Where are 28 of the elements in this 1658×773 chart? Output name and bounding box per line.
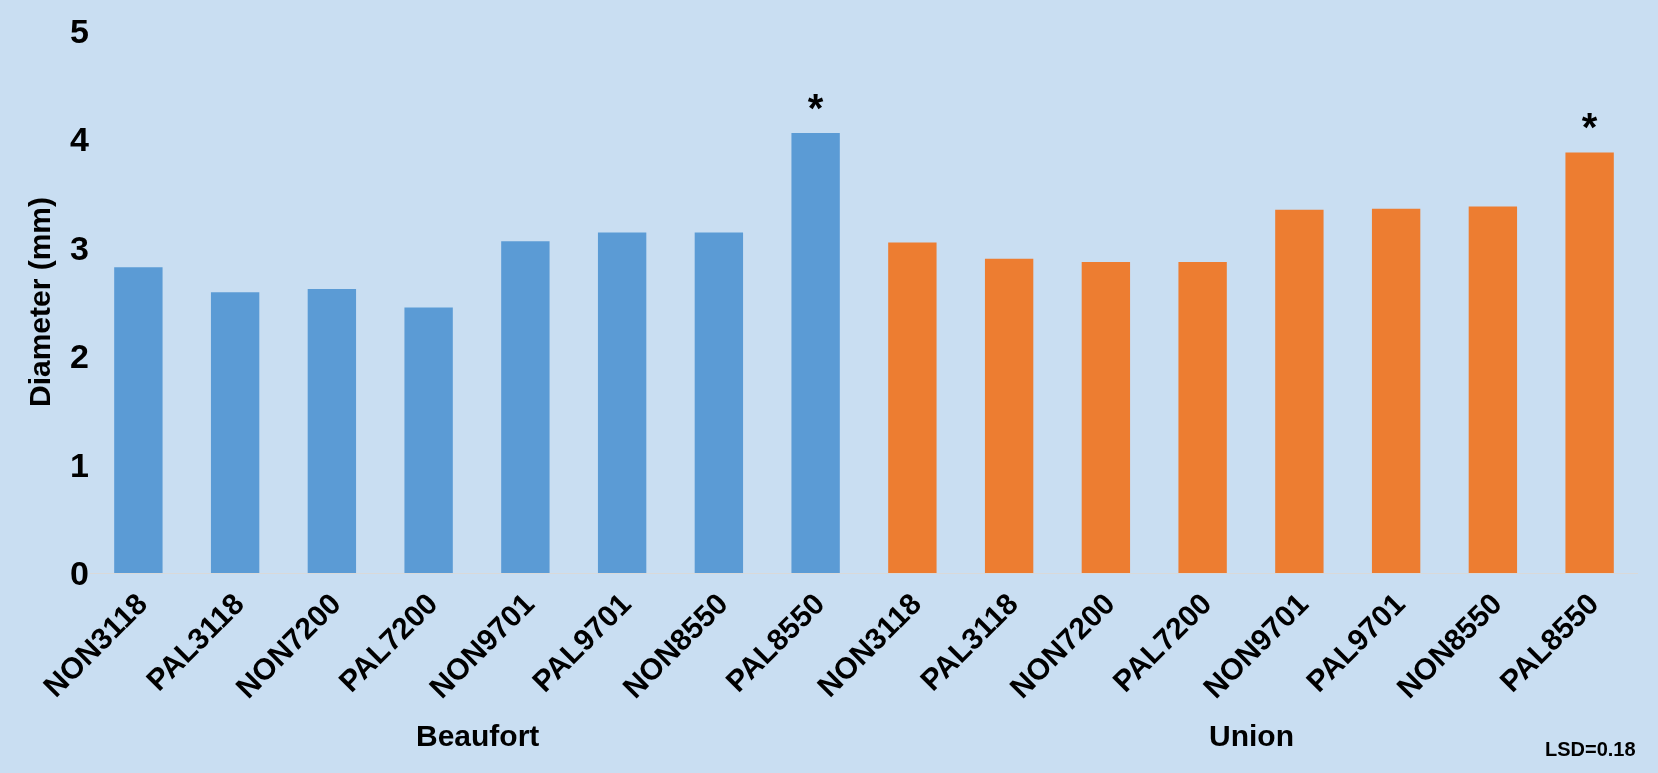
bar: [1081, 261, 1131, 573]
data-label: *: [1581, 105, 1598, 150]
bar: [1371, 208, 1421, 573]
y-tick-label: 2: [70, 337, 89, 376]
y-tick-label: 0: [70, 553, 89, 592]
bar: [307, 288, 357, 573]
bar: [404, 307, 453, 573]
text: Beaufort: [416, 719, 540, 752]
bar: [1468, 206, 1518, 573]
bar: [210, 292, 260, 573]
bar: [888, 242, 937, 573]
bar: [984, 258, 1034, 573]
y-tick-label: 4: [70, 120, 90, 159]
bar: [791, 132, 840, 573]
y-tick-label: 1: [70, 445, 89, 484]
y-tick-label: 5: [70, 11, 89, 50]
y-axis-title: Diameter (mm): [23, 196, 57, 408]
bar: [597, 232, 647, 573]
y-tick-label: 3: [70, 228, 89, 267]
bar: [694, 232, 744, 573]
bar: [1178, 261, 1227, 573]
bar: [501, 241, 550, 573]
text: Union: [1209, 719, 1294, 752]
text: LSD=0.18: [1545, 738, 1636, 760]
bar: [1565, 152, 1614, 573]
bar: [1275, 209, 1324, 573]
data-label: *: [807, 85, 824, 130]
bar: [114, 267, 163, 573]
